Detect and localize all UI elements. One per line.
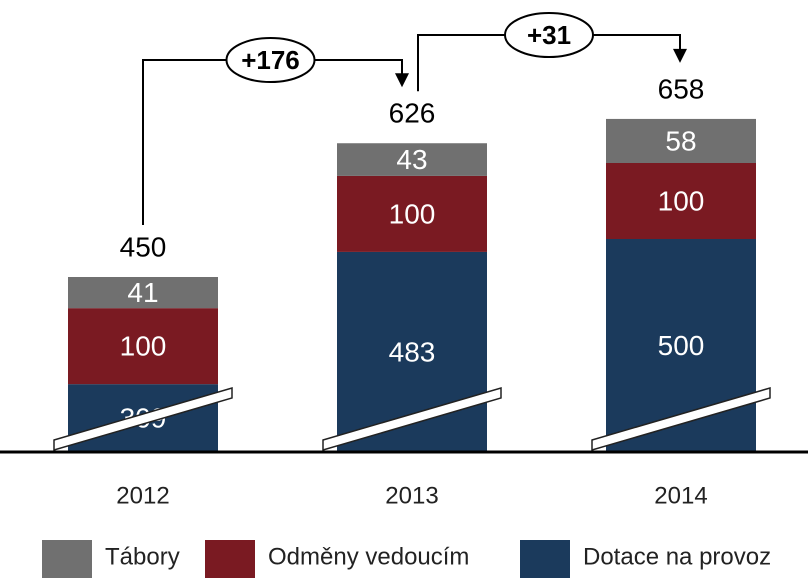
segment-label: 500 xyxy=(658,330,705,361)
legend-swatch xyxy=(520,540,570,578)
segment-label: 483 xyxy=(389,336,436,367)
axis-break xyxy=(591,386,771,452)
axis-break xyxy=(53,386,233,452)
legend-label: Odměny vedoucím xyxy=(268,543,469,570)
segment-label: 100 xyxy=(658,185,705,216)
x-tick-label: 2012 xyxy=(116,482,169,509)
axis-break xyxy=(322,386,502,452)
segment-label: 43 xyxy=(396,144,427,175)
bar-segment xyxy=(68,277,218,309)
legend-swatch xyxy=(205,540,255,578)
x-tick-label: 2014 xyxy=(654,482,707,509)
bar-segment xyxy=(337,175,487,252)
total-label: 626 xyxy=(389,98,436,129)
annotation: +176 xyxy=(241,45,300,75)
segment-label: 100 xyxy=(389,198,436,229)
segment-label: 41 xyxy=(127,277,158,308)
bar-segment xyxy=(606,118,756,163)
x-tick-label: 2013 xyxy=(385,482,438,509)
segment-label: 58 xyxy=(665,125,696,156)
total-label: 450 xyxy=(120,231,167,262)
legend-swatch xyxy=(42,540,92,578)
annotation-oval xyxy=(504,12,594,58)
bar-segment xyxy=(606,163,756,239)
legend-label: Tábory xyxy=(105,543,180,570)
annotation-oval xyxy=(225,37,316,83)
segment-label: 100 xyxy=(120,331,167,362)
annotation: +31 xyxy=(527,20,571,50)
bar-segment xyxy=(337,143,487,176)
arrow-head xyxy=(395,73,409,88)
total-label: 658 xyxy=(658,73,705,104)
bar-segment xyxy=(68,308,218,385)
legend-label: Dotace na provoz xyxy=(583,543,771,570)
arrow-head xyxy=(673,48,687,63)
